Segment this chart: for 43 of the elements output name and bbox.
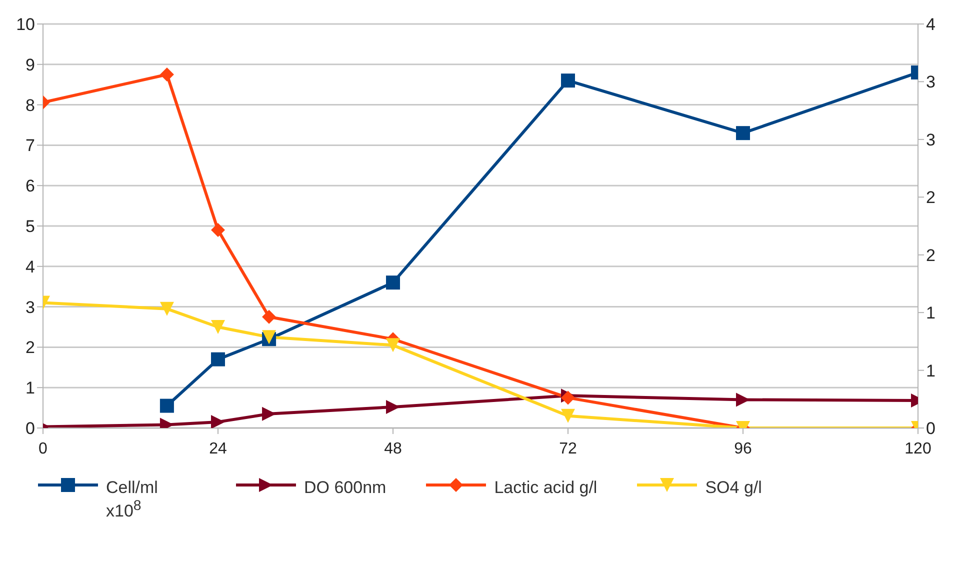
point	[160, 398, 174, 413]
y2-tick-label: 2	[926, 246, 936, 265]
point	[561, 74, 575, 88]
legend-label: DO 600nm	[304, 478, 386, 498]
y2-tick-label: 1	[926, 361, 936, 380]
x-tick-label: 0	[38, 440, 48, 458]
point	[160, 68, 174, 82]
y-tick-label: 4	[26, 257, 35, 276]
point	[211, 223, 225, 238]
x-tick-label: 120	[904, 440, 932, 458]
legend-label: Lactic acid g/l	[494, 478, 598, 498]
y-tick-label: 5	[26, 217, 35, 236]
point	[262, 310, 276, 324]
point	[386, 400, 400, 414]
x-tick-label: 48	[384, 440, 402, 458]
point	[386, 338, 400, 352]
point	[386, 276, 400, 290]
y-tick-label: 9	[26, 55, 35, 74]
y-tick-label: 6	[26, 176, 35, 196]
point	[211, 414, 225, 428]
point	[211, 352, 225, 366]
y-tick-label: 8	[26, 96, 35, 115]
y-tick-label: 10	[16, 15, 35, 34]
y2-tick-label: 0	[926, 419, 936, 438]
y-tick-label: 1	[26, 378, 35, 398]
point	[211, 320, 225, 334]
y2-tick-label: 1	[926, 304, 936, 323]
legend-label: SO4 g/l	[705, 478, 762, 498]
legend-label: Cell/ml x10$^{8}$	[106, 478, 159, 522]
x-tick-label: 96	[734, 440, 752, 458]
y2-tick-label: 3	[926, 130, 936, 150]
y-tick-label: 0	[26, 419, 35, 438]
x-tick-label: 72	[559, 440, 577, 458]
point	[160, 302, 174, 316]
x-tick-label: 24	[209, 440, 227, 458]
y-tick-label: 2	[26, 338, 35, 358]
y2-tick-label: 4	[926, 15, 936, 34]
point	[736, 126, 750, 140]
point	[561, 408, 575, 423]
y-tick-label: 7	[26, 136, 35, 156]
y2-tick-label: 3	[926, 72, 936, 92]
y-tick-label: 3	[26, 298, 35, 317]
y2-tick-label: 2	[926, 188, 936, 208]
